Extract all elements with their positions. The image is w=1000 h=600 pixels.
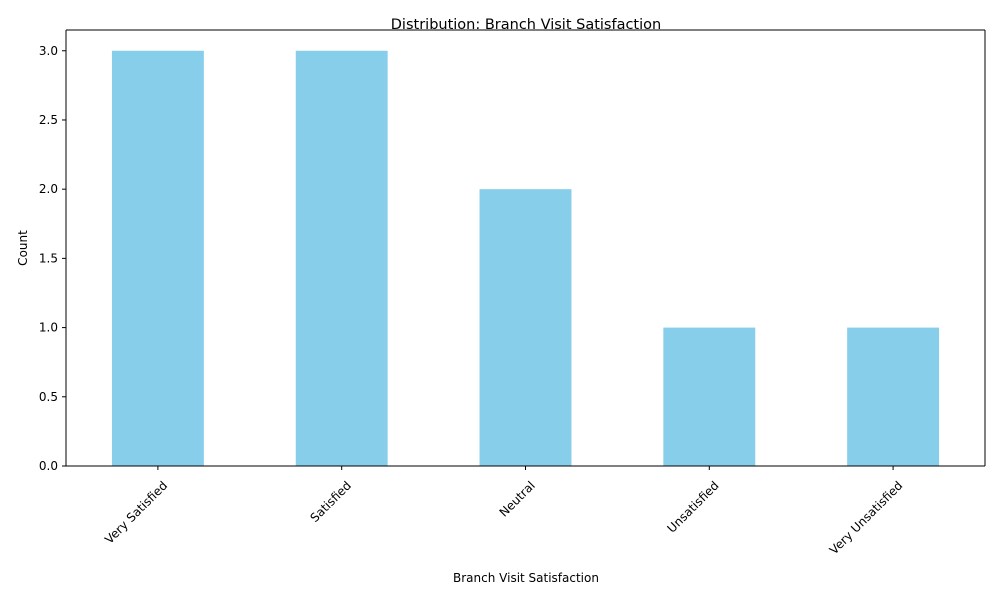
bar-1 [295, 50, 388, 467]
x-tick-label-4: Very Unsatisfied [827, 478, 906, 557]
chart-title: Distribution: Branch Visit Satisfaction [391, 17, 661, 33]
y-tick-label-5: 2.5 [39, 113, 58, 127]
x-tick-label-3: Unsatisfied [664, 478, 721, 535]
bar-3 [663, 327, 756, 466]
y-tick-label-1: 0.5 [39, 390, 58, 404]
bars-group [111, 50, 940, 467]
y-tick-label-6: 3.0 [39, 44, 58, 58]
x-axis-title: Branch Visit Satisfaction [453, 571, 599, 585]
x-axis: Very Satisfied Satisfied Neutral Unsatisfie… [102, 466, 905, 557]
bar-4 [847, 327, 940, 466]
bar-0 [111, 50, 204, 467]
y-tick-label-3: 1.5 [39, 251, 58, 265]
y-axis: 0.0 0.5 1.0 1.5 2.0 2.5 3.0 [39, 44, 66, 473]
bar-2 [479, 189, 572, 466]
x-tick-label-0: Very Satisfied [102, 478, 170, 546]
y-tick-label-2: 1.0 [39, 321, 58, 335]
x-tick-label-1: Satisfied [307, 478, 354, 525]
x-tick-label-2: Neutral [497, 478, 538, 519]
y-axis-title: Count [16, 230, 30, 266]
y-tick-label-0: 0.0 [39, 459, 58, 473]
y-tick-label-4: 2.0 [39, 182, 58, 196]
